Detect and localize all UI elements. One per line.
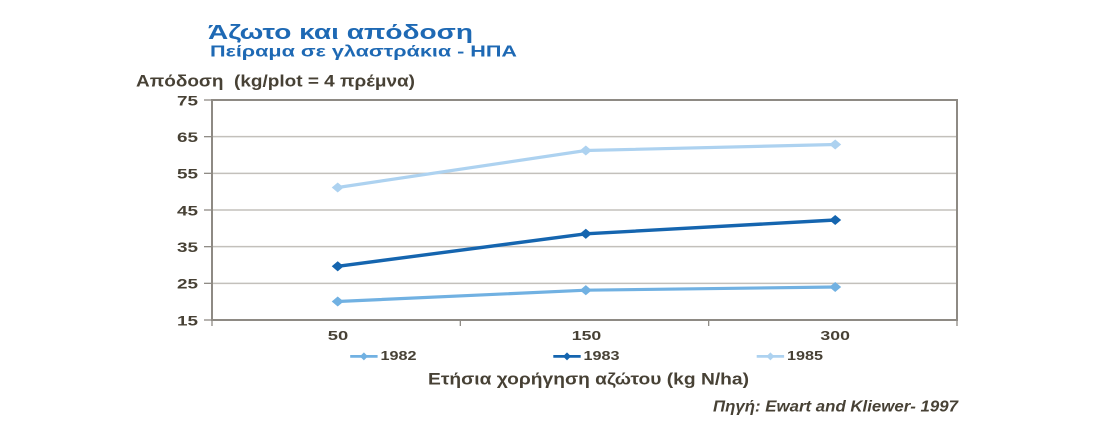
svg-text:55: 55 [177,166,198,182]
svg-text:Πηγή: Ewart and Kliewer- 1997: Πηγή: Ewart and Kliewer- 1997 [713,399,959,416]
svg-text:Πείραμα σε γλαστράκια - ΗΠΑ: Πείραμα σε γλαστράκια - ΗΠΑ [210,44,518,61]
svg-text:35: 35 [177,239,198,255]
svg-text:65: 65 [177,129,198,145]
svg-text:150: 150 [572,328,602,343]
svg-text:1982: 1982 [381,348,417,363]
svg-text:1983: 1983 [584,348,620,363]
svg-text:15: 15 [177,312,198,328]
svg-text:Απόδοση (kg/plot = 4 πρέμνα): Απόδοση (kg/plot = 4 πρέμνα) [136,72,415,91]
svg-text:Άζωτο και απόδοση: Άζωτο και απόδοση [208,22,473,44]
svg-text:75: 75 [177,92,198,108]
svg-text:1985: 1985 [787,348,823,363]
svg-text:300: 300 [820,328,850,343]
svg-text:25: 25 [177,276,198,292]
svg-text:Ετήσια χορήγηση αζώτου (kg N/h: Ετήσια χορήγηση αζώτου (kg N/ha) [428,370,749,389]
svg-text:45: 45 [177,202,198,218]
svg-text:50: 50 [328,328,349,343]
